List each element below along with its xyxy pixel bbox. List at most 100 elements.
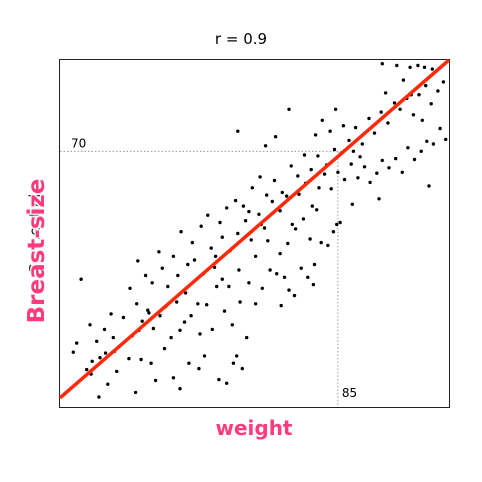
- data-point: [115, 370, 118, 373]
- data-point: [227, 285, 230, 288]
- data-point: [196, 302, 199, 305]
- data-point: [336, 171, 339, 174]
- data-point: [254, 302, 257, 305]
- data-point: [221, 236, 224, 239]
- data-point: [200, 225, 203, 228]
- data-point: [287, 288, 290, 291]
- data-point: [149, 362, 152, 365]
- data-point: [206, 214, 209, 217]
- data-point: [103, 328, 106, 331]
- data-point: [384, 91, 387, 94]
- data-point: [88, 323, 91, 326]
- data-point: [175, 300, 178, 303]
- data-point: [152, 327, 155, 330]
- data-point: [247, 281, 250, 284]
- data-point: [218, 221, 221, 224]
- data-point: [424, 84, 427, 87]
- data-point: [236, 130, 239, 133]
- data-point: [438, 127, 441, 130]
- data-point: [141, 320, 144, 323]
- data-point: [358, 155, 361, 158]
- regression-line: [60, 60, 449, 398]
- data-point: [211, 328, 214, 331]
- data-point: [273, 179, 276, 182]
- data-point: [225, 206, 228, 209]
- data-point: [237, 268, 240, 271]
- data-point: [285, 194, 288, 197]
- data-point: [265, 193, 268, 196]
- data-point: [166, 285, 169, 288]
- data-point: [412, 113, 415, 116]
- data-point: [197, 367, 200, 370]
- data-point: [423, 66, 426, 69]
- data-point: [214, 255, 217, 258]
- data-point: [183, 320, 186, 323]
- data-point: [401, 171, 404, 174]
- data-point: [354, 126, 357, 129]
- data-point: [283, 276, 286, 279]
- data-point: [250, 238, 253, 241]
- data-point: [245, 336, 248, 339]
- data-point: [375, 172, 378, 175]
- data-point: [332, 230, 335, 233]
- data-point: [238, 300, 241, 303]
- data-point: [258, 175, 261, 178]
- data-point: [330, 187, 333, 190]
- data-point: [381, 159, 384, 162]
- data-point: [232, 362, 235, 365]
- data-point: [333, 148, 336, 151]
- data-point: [436, 89, 439, 92]
- data-point: [373, 131, 376, 134]
- data-point: [427, 184, 430, 187]
- data-point: [254, 255, 257, 258]
- data-point: [85, 368, 88, 371]
- x-axis-label: weight: [0, 416, 482, 440]
- reference-y-label: 70: [71, 136, 86, 150]
- data-point: [274, 135, 277, 138]
- data-point: [151, 281, 154, 284]
- data-point: [135, 302, 138, 305]
- data-point: [290, 164, 293, 167]
- data-point: [104, 351, 107, 354]
- data-point: [351, 203, 354, 206]
- data-point: [158, 314, 161, 317]
- data-point: [328, 130, 331, 133]
- data-point: [178, 387, 181, 390]
- data-point: [187, 362, 190, 365]
- data-point: [377, 197, 380, 200]
- data-point: [311, 204, 314, 207]
- data-point: [186, 263, 189, 266]
- data-point: [97, 395, 100, 398]
- data-point: [169, 336, 172, 339]
- data-point: [286, 242, 289, 245]
- data-point: [361, 142, 364, 145]
- data-point: [363, 165, 366, 168]
- data-point: [342, 124, 345, 127]
- data-point: [106, 383, 109, 386]
- data-point: [163, 347, 166, 350]
- data-point: [278, 252, 281, 255]
- data-point: [302, 217, 305, 220]
- data-point: [430, 102, 433, 105]
- data-point: [334, 108, 337, 111]
- data-point: [280, 304, 283, 307]
- data-point: [320, 241, 323, 244]
- data-point: [408, 66, 411, 69]
- data-point: [179, 230, 182, 233]
- data-point: [172, 376, 175, 379]
- data-point: [394, 157, 397, 160]
- data-point: [157, 250, 160, 253]
- data-point: [257, 213, 260, 216]
- data-point: [95, 340, 98, 343]
- data-point: [139, 358, 142, 361]
- data-point: [266, 239, 269, 242]
- data-point: [432, 142, 435, 145]
- data-point: [234, 199, 237, 202]
- data-point: [144, 274, 147, 277]
- data-point: [75, 341, 78, 344]
- data-point: [247, 210, 250, 213]
- data-point: [343, 178, 346, 181]
- data-point: [275, 272, 278, 275]
- data-point: [398, 108, 401, 111]
